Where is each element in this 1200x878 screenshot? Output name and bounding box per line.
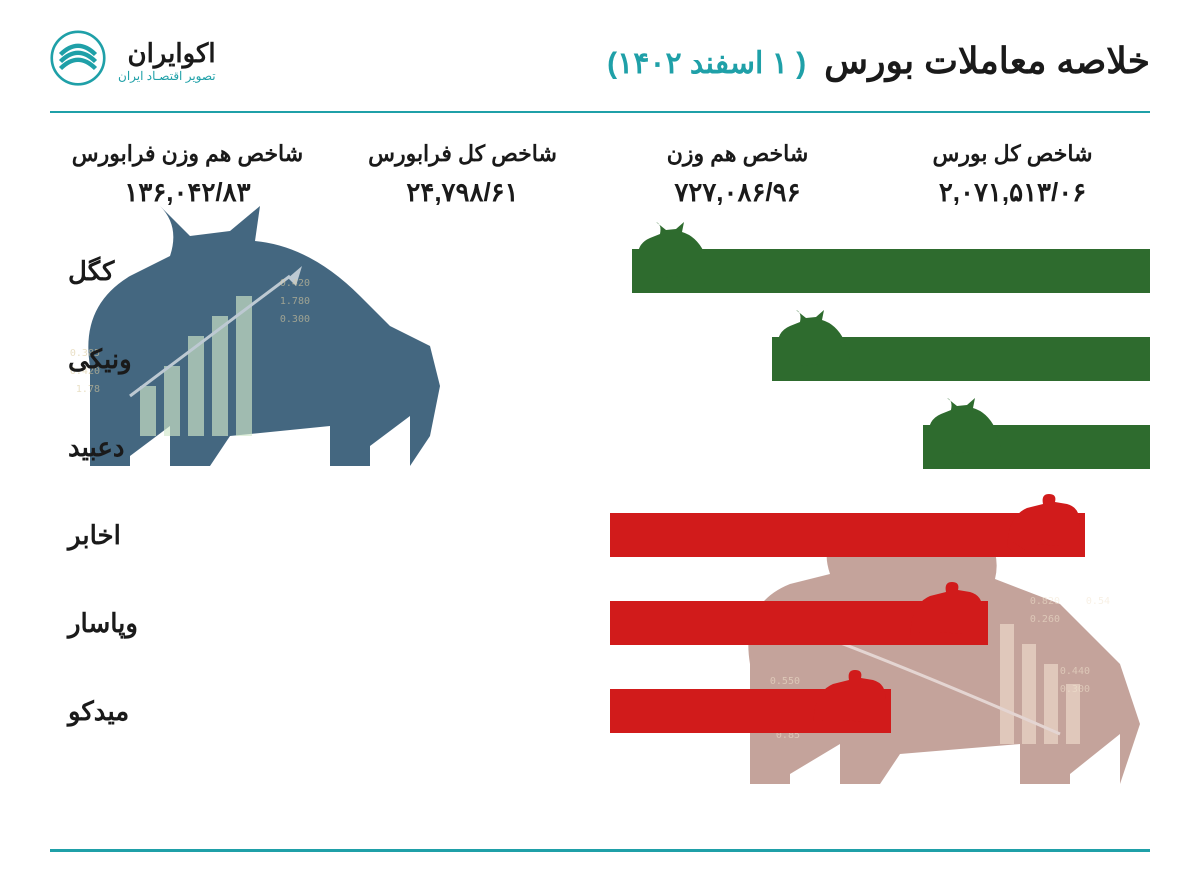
bars-container: کگل ونیکی دعبید — [50, 236, 1150, 746]
logo-mark-icon — [50, 30, 106, 91]
logo-name: اکوایران — [118, 38, 216, 69]
index-equal-weight: شاخص هم وزن ۷۲۷,۰۸۶/۹۶ — [610, 141, 865, 208]
bar-wrap — [610, 249, 1150, 293]
gainer-row: ونیکی — [50, 324, 1150, 394]
logo-tagline: تصویر اقتصـاد ایران — [118, 69, 216, 83]
loser-label: میدکو — [50, 696, 610, 727]
gainer-bar — [923, 425, 1150, 469]
bull-head-icon — [923, 412, 993, 483]
chart-area: 0.420 1.780 0.300 0.385 0.420 1.78 0.820… — [0, 226, 1200, 794]
page-title: خلاصه معاملات بورس — [824, 40, 1150, 82]
title-block: خلاصه معاملات بورس ( ۱ اسفند ۱۴۰۲) — [607, 40, 1150, 82]
gainer-label: کگل — [50, 256, 610, 287]
gainer-bar — [772, 337, 1150, 381]
gainer-bar — [632, 249, 1150, 293]
bar-wrap — [610, 425, 1150, 469]
logo-text: اکوایران تصویر اقتصـاد ایران — [118, 38, 216, 83]
bull-head-icon — [772, 324, 842, 395]
loser-label: وپاسار — [50, 608, 610, 639]
page-date: ( ۱ اسفند ۱۴۰۲) — [607, 46, 806, 81]
index-label: شاخص کل بورس — [885, 141, 1140, 167]
header: خلاصه معاملات بورس ( ۱ اسفند ۱۴۰۲) اکوای… — [0, 0, 1200, 111]
gainer-row: دعبید — [50, 412, 1150, 482]
bear-head-icon — [918, 588, 988, 659]
bull-head-icon — [632, 236, 702, 307]
loser-row: میدکو — [50, 676, 1150, 746]
brand-logo: اکوایران تصویر اقتصـاد ایران — [50, 30, 216, 91]
index-value: ۷۲۷,۰۸۶/۹۶ — [610, 177, 865, 208]
loser-bar — [610, 601, 988, 645]
bear-head-icon — [1015, 500, 1085, 571]
loser-row: اخابر — [50, 500, 1150, 570]
bear-head-icon — [821, 676, 891, 747]
loser-bar — [610, 689, 891, 733]
index-total: شاخص کل بورس ۲,۰۷۱,۵۱۳/۰۶ — [885, 141, 1140, 208]
index-value: ۲,۰۷۱,۵۱۳/۰۶ — [885, 177, 1140, 208]
bar-wrap — [610, 601, 1150, 645]
loser-label: اخابر — [50, 520, 610, 551]
index-label: شاخص هم وزن فرابورس — [60, 141, 315, 167]
index-label: شاخص کل فرابورس — [335, 141, 590, 167]
bar-wrap — [610, 337, 1150, 381]
gainer-label: ونیکی — [50, 344, 610, 375]
loser-bar — [610, 513, 1085, 557]
footer-divider — [50, 849, 1150, 852]
bar-wrap — [610, 689, 1150, 733]
bar-wrap — [610, 513, 1150, 557]
index-label: شاخص هم وزن — [610, 141, 865, 167]
gainer-row: کگل — [50, 236, 1150, 306]
gainer-label: دعبید — [50, 432, 610, 463]
loser-row: وپاسار — [50, 588, 1150, 658]
